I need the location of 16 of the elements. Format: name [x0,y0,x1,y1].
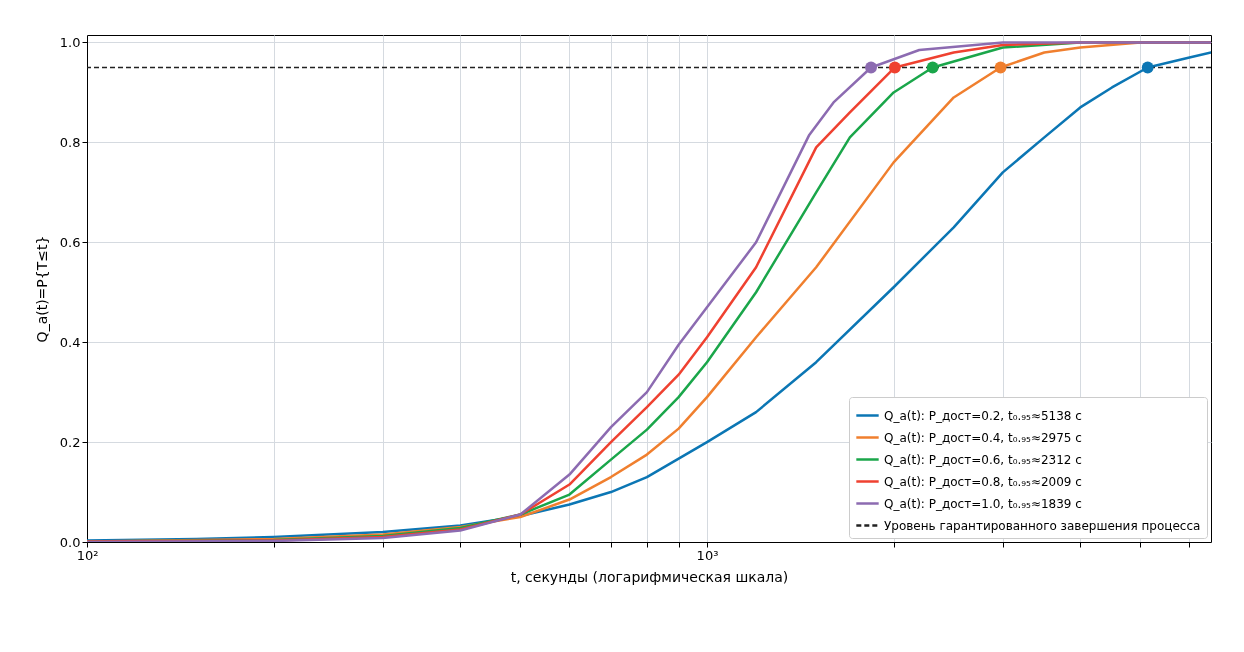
legend-label: Q_a(t): P_дост=0.8, t₀.₉₅≈2009 с [884,474,1082,489]
x-tick-label: 10² [76,547,99,563]
x-axis-title: t, секунды (логарифмическая шкала) [510,568,789,585]
legend-label: Q_a(t): P_дост=0.4, t₀.₉₅≈2975 с [884,430,1082,445]
x-tick-label: 10³ [696,547,719,563]
y-tick-label: 0.8 [59,134,81,150]
y-tick-label: 0.6 [59,234,81,250]
legend-label: Q_a(t): P_дост=1.0, t₀.₉₅≈1839 с [884,496,1082,511]
legend-label: Q_a(t): P_дост=0.6, t₀.₉₅≈2312 с [884,452,1082,467]
y-axis-title: Q_a(t)=P{T≤t} [33,235,50,343]
y-tick-label: 0.0 [59,534,81,550]
legend-label: Q_a(t): P_дост=0.2, t₀.₉₅≈5138 с [884,408,1082,423]
y-tick-label: 1.0 [59,34,81,50]
y-tick-label: 0.2 [59,434,81,450]
y-tick-label: 0.4 [59,334,81,350]
legend-label: Уровень гарантированного завершения процесса [884,518,1201,533]
